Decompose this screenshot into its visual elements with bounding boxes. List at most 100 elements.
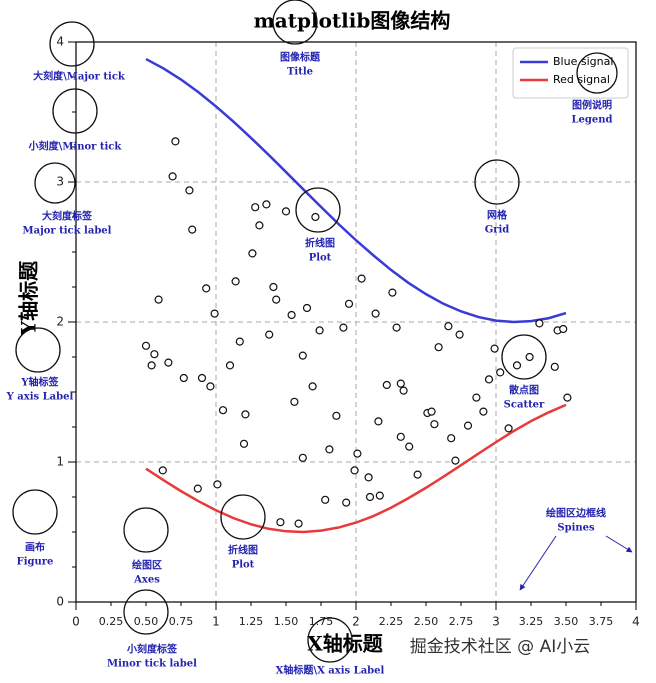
scatter-point: [231, 277, 240, 286]
scatter-point: [444, 322, 453, 331]
annotation-circle: [474, 159, 520, 205]
scatter-point: [405, 442, 414, 451]
y-tick-label: 2: [56, 315, 64, 329]
annotation-text: Scatter: [504, 400, 545, 411]
annotation-circle: [34, 162, 76, 204]
scatter-point: [371, 309, 380, 318]
scatter-point: [525, 352, 534, 362]
annotation-circle: [295, 187, 341, 233]
scatter-point: [206, 382, 215, 391]
scatter-point: [399, 386, 408, 395]
y-tick-label: 3: [56, 175, 64, 189]
annotation-text: Grid: [485, 225, 510, 236]
annotation-circle: [501, 334, 547, 380]
scatter-point: [342, 498, 351, 507]
scatter-point: [218, 406, 228, 415]
scatter-point: [272, 295, 281, 304]
scatter-point: [287, 310, 296, 320]
scatter-point: [339, 323, 348, 332]
scatter-point: [298, 351, 307, 360]
annotation-text: Major tick label: [23, 226, 112, 237]
scatter-point: [365, 492, 375, 502]
scatter-point: [321, 495, 330, 504]
scatter-point: [559, 324, 568, 334]
scatter-point: [164, 358, 173, 367]
annotation-text: 图例说明: [572, 99, 612, 112]
scatter-point: [484, 375, 494, 384]
y-tick-label: 4: [56, 35, 64, 49]
scatter-point: [350, 466, 359, 475]
scatter-point: [535, 319, 544, 328]
annotation-circle: [123, 507, 169, 553]
x-minor-tick-label: 1.50: [274, 615, 299, 628]
x-minor-tick-label: 3.75: [589, 615, 614, 628]
scatter-point: [147, 361, 156, 370]
x-minor-tick-label: 3.50: [554, 615, 579, 628]
scatter-point: [193, 484, 202, 493]
scatter-point: [248, 249, 257, 258]
annotation-circle: [123, 589, 169, 635]
x-minor-tick-label: 1.25: [239, 615, 264, 628]
x-minor-tick-label: 2.25: [379, 615, 404, 628]
annotation-circle: [220, 494, 266, 540]
annotation-text: Legend: [571, 115, 612, 126]
annotation-text: 绘图区边框线: [546, 507, 606, 520]
annotation-text: Figure: [17, 557, 54, 568]
scatter-point: [550, 362, 559, 371]
scatter-point: [364, 473, 373, 482]
scatter-point: [276, 518, 285, 527]
annotation-circle: [49, 21, 95, 67]
scatter-point: [563, 393, 572, 402]
scatter-point: [332, 411, 341, 420]
scatter-point: [451, 456, 460, 465]
scatter-point: [265, 330, 274, 339]
scatter-point: [311, 212, 320, 222]
scatter-point: [290, 397, 299, 406]
scatter-point: [472, 393, 481, 402]
annotation-text: Plot: [309, 253, 332, 264]
legend-box: [512, 47, 629, 99]
scatter-point: [141, 341, 151, 350]
annotation-text: 折线图: [305, 237, 335, 250]
scatter-point: [392, 323, 401, 332]
y-tick-label: 0: [56, 595, 64, 609]
scatter-point: [315, 326, 324, 335]
scatter-point: [374, 417, 383, 426]
scatter-point: [357, 274, 366, 283]
annotation-text: Y axis Label: [6, 392, 74, 403]
y-axis-label: Y轴标题: [17, 260, 41, 336]
annotation-text: 网格: [487, 209, 508, 222]
x-minor-tick-label: 2.50: [414, 615, 439, 628]
scatter-point: [269, 282, 278, 292]
scatter-point: [430, 420, 439, 429]
x-tick-label: 1: [212, 615, 220, 629]
annotation-text: 折线图: [228, 544, 258, 557]
scatter-point: [171, 137, 180, 146]
annotation-circle: [272, 0, 318, 45]
annotation-text: 小刻度\Minor tick: [28, 140, 123, 153]
scatter-point: [382, 380, 391, 390]
annotation-arrow: [519, 535, 557, 591]
x-minor-tick-label: 0.75: [169, 615, 194, 628]
scatter-point: [262, 200, 271, 209]
annotation-text: Spines: [557, 523, 595, 534]
scatter-point: [325, 445, 334, 454]
annotation-circle: [307, 617, 353, 663]
annotation-text: 图像标题: [280, 51, 321, 64]
x-tick-label: 3: [492, 615, 500, 629]
chart-title: matplotlib图像结构: [254, 9, 451, 33]
x-minor-tick-label: 3.25: [519, 615, 544, 628]
scatter-point: [251, 203, 260, 212]
scatter-point: [490, 344, 499, 353]
annotation-circle: [576, 52, 618, 94]
scatter-point: [150, 350, 159, 359]
x-tick-label: 4: [632, 615, 640, 629]
scatter-point: [413, 470, 422, 479]
scatter-point: [427, 407, 436, 416]
scatter-point: [302, 303, 312, 313]
scatter-point: [463, 421, 473, 430]
scatter-point: [202, 284, 211, 293]
scatter-point: [255, 221, 264, 230]
